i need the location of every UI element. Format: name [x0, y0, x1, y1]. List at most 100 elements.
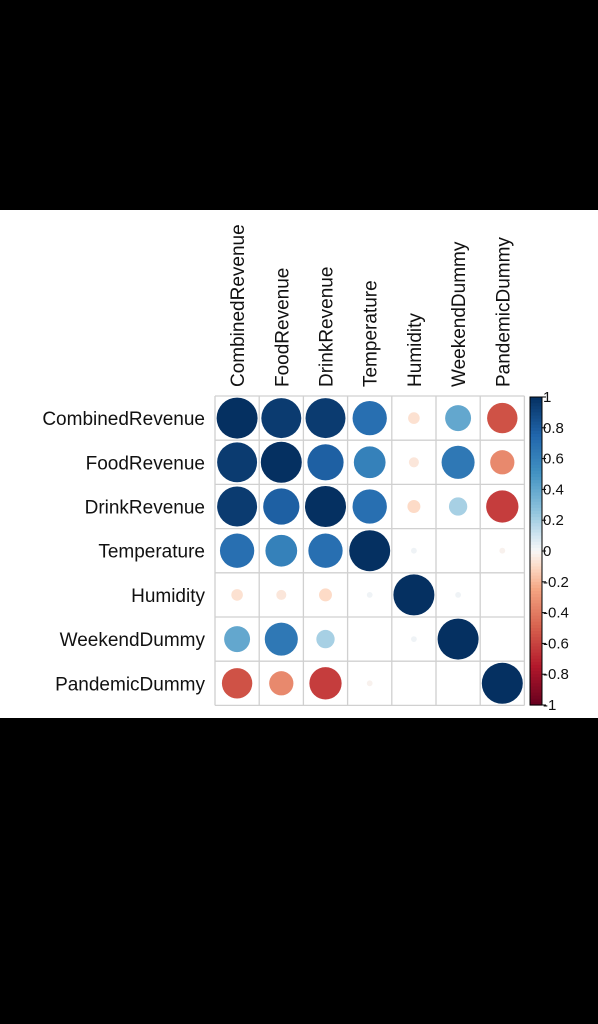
colorbar-segment: [530, 680, 542, 685]
correlation-circle-WeekendDummy-Humidity: [411, 636, 417, 642]
colorbar-segment: [530, 686, 542, 691]
colorbar-segment: [530, 640, 542, 644]
colorbar-segment: [530, 683, 542, 688]
colorbar-segment: [530, 637, 542, 641]
colorbar-segment: [530, 458, 542, 463]
column-label-Humidity: Humidity: [405, 313, 426, 387]
colorbar-segment: [530, 689, 542, 694]
colorbar-segment: [530, 507, 542, 512]
colorbar-segment: [530, 563, 542, 567]
colorbar-segment: [530, 440, 542, 444]
colorbar-segment: [530, 467, 542, 472]
colorbar-segment: [530, 480, 542, 484]
colorbar-segment: [530, 701, 542, 706]
correlation-circle-WeekendDummy-DrinkRevenue: [316, 629, 335, 649]
correlation-circle-DrinkRevenue-CombinedRevenue: [217, 486, 258, 527]
colorbar-segment: [530, 415, 542, 420]
correlation-circle-FoodRevenue-Temperature: [353, 446, 386, 479]
correlation-circle-Temperature-FoodRevenue: [265, 534, 298, 567]
colorbar-segment: [530, 510, 542, 515]
colorbar-segment: [530, 418, 542, 423]
correlation-circles: [216, 397, 523, 704]
colorbar-segment: [530, 544, 542, 549]
colorbar-segment: [530, 584, 542, 589]
colorbar-segment: [530, 492, 542, 497]
correlation-circle-DrinkRevenue-Temperature: [352, 489, 387, 524]
colorbar-segment: [530, 677, 542, 681]
column-label-CombinedRevenue: CombinedRevenue: [228, 224, 249, 387]
correlation-circle-FoodRevenue-Humidity: [408, 457, 419, 468]
correlation-circle-WeekendDummy-CombinedRevenue: [224, 626, 251, 653]
correlation-circle-DrinkRevenue-PandemicDummy: [486, 490, 519, 523]
row-labels: CombinedRevenue FoodRevenue DrinkRevenue Te…: [42, 409, 205, 695]
colorbar-segment: [530, 464, 542, 469]
colorbar-segment: [530, 674, 542, 678]
column-label-DrinkRevenue: DrinkRevenue: [317, 267, 338, 387]
colorbar-tick-label: 0.8: [543, 420, 564, 437]
colorbar-segment: [530, 486, 542, 490]
colorbar-segment: [530, 643, 542, 648]
colorbar-segment: [530, 569, 542, 574]
colorbar-segment: [530, 575, 542, 580]
correlation-circle-Humidity-Humidity: [393, 574, 435, 616]
colorbar-segment: [530, 437, 542, 441]
colorbar-segment: [530, 557, 542, 561]
colorbar-segment: [530, 427, 542, 432]
colorbar-segment: [530, 421, 542, 426]
correlation-circle-PandemicDummy-PandemicDummy: [481, 662, 523, 704]
correlation-circle-PandemicDummy-FoodRevenue: [269, 671, 294, 696]
colorbar-segment: [530, 634, 542, 638]
correlation-circle-DrinkRevenue-WeekendDummy: [448, 497, 468, 516]
colorbar-segment: [530, 606, 542, 611]
colorbar-segment: [530, 474, 542, 478]
colorbar-segment: [530, 514, 542, 518]
correlation-plot-panel: CombinedRevenue FoodRevenue DrinkRevenue Te…: [0, 210, 598, 718]
correlation-circle-Temperature-Humidity: [411, 547, 417, 554]
colorbar-segment: [530, 572, 542, 577]
correlation-circle-PandemicDummy-CombinedRevenue: [221, 668, 253, 699]
colorbar-segment: [530, 501, 542, 506]
correlation-circle-WeekendDummy-FoodRevenue: [264, 622, 298, 656]
correlation-circle-PandemicDummy-Temperature: [366, 680, 373, 687]
colorbar-segment: [530, 591, 542, 595]
column-label-WeekendDummy: WeekendDummy: [449, 241, 470, 387]
colorbar-segment: [530, 655, 542, 660]
column-label-FoodRevenue: FoodRevenue: [272, 268, 293, 387]
colorbar-segment: [530, 646, 542, 651]
correlation-circle-FoodRevenue-PandemicDummy: [490, 450, 515, 475]
colorbar-segment: [530, 628, 542, 632]
colorbar-segment: [530, 504, 542, 509]
color-legend: 1 0.8 0.6 0.4 0.2 0 -0.2 -0.4 -0.6 -0.8 -1: [529, 389, 569, 714]
colorbar-tick-label: 0: [543, 543, 551, 560]
colorbar-segment: [530, 400, 542, 404]
colorbar-segment: [530, 430, 542, 435]
row-label-FoodRevenue: FoodRevenue: [86, 453, 205, 474]
colorbar-segment: [530, 517, 542, 521]
correlation-circle-FoodRevenue-CombinedRevenue: [217, 442, 258, 483]
correlation-plot: CombinedRevenue FoodRevenue DrinkRevenue Te…: [42, 224, 569, 714]
row-label-Humidity: Humidity: [131, 586, 205, 607]
correlation-circle-CombinedRevenue-DrinkRevenue: [305, 398, 346, 439]
row-label-CombinedRevenue: CombinedRevenue: [42, 409, 205, 430]
colorbar-segment: [530, 449, 542, 454]
correlation-circle-CombinedRevenue-Temperature: [352, 400, 387, 436]
colorbar-segment: [530, 692, 542, 697]
colorbar-segment: [530, 560, 542, 564]
colorbar-segment: [530, 538, 542, 543]
colorbar-segment: [530, 446, 542, 450]
correlation-circle-Humidity-FoodRevenue: [276, 589, 287, 600]
colorbar-segment: [530, 578, 542, 583]
colorbar-segment: [530, 594, 542, 598]
colorbar-segment: [530, 443, 542, 447]
colorbar-segment: [530, 566, 542, 571]
row-label-DrinkRevenue: DrinkRevenue: [85, 498, 205, 519]
colorbar-segment: [530, 529, 542, 534]
colorbar-segment: [530, 547, 542, 552]
colorbar-segment: [530, 609, 542, 614]
correlation-circle-Temperature-PandemicDummy: [499, 547, 506, 554]
correlation-circle-Humidity-WeekendDummy: [455, 592, 461, 598]
correlation-circle-WeekendDummy-WeekendDummy: [437, 618, 479, 660]
colorbar-segment: [530, 541, 542, 546]
colorbar-segment: [530, 489, 542, 494]
colorbar-segment: [530, 520, 542, 524]
